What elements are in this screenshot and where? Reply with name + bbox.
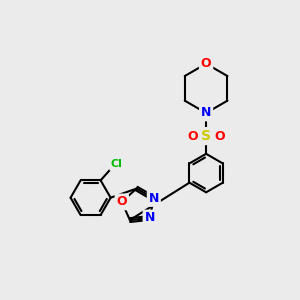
Text: S: S (201, 129, 211, 143)
Text: O: O (116, 195, 127, 208)
Text: O: O (187, 130, 198, 142)
Text: N: N (201, 106, 211, 119)
Text: N: N (145, 212, 155, 224)
Text: O: O (201, 57, 212, 70)
Text: Cl: Cl (111, 159, 123, 169)
Text: N: N (148, 192, 159, 205)
Text: O: O (215, 130, 225, 142)
